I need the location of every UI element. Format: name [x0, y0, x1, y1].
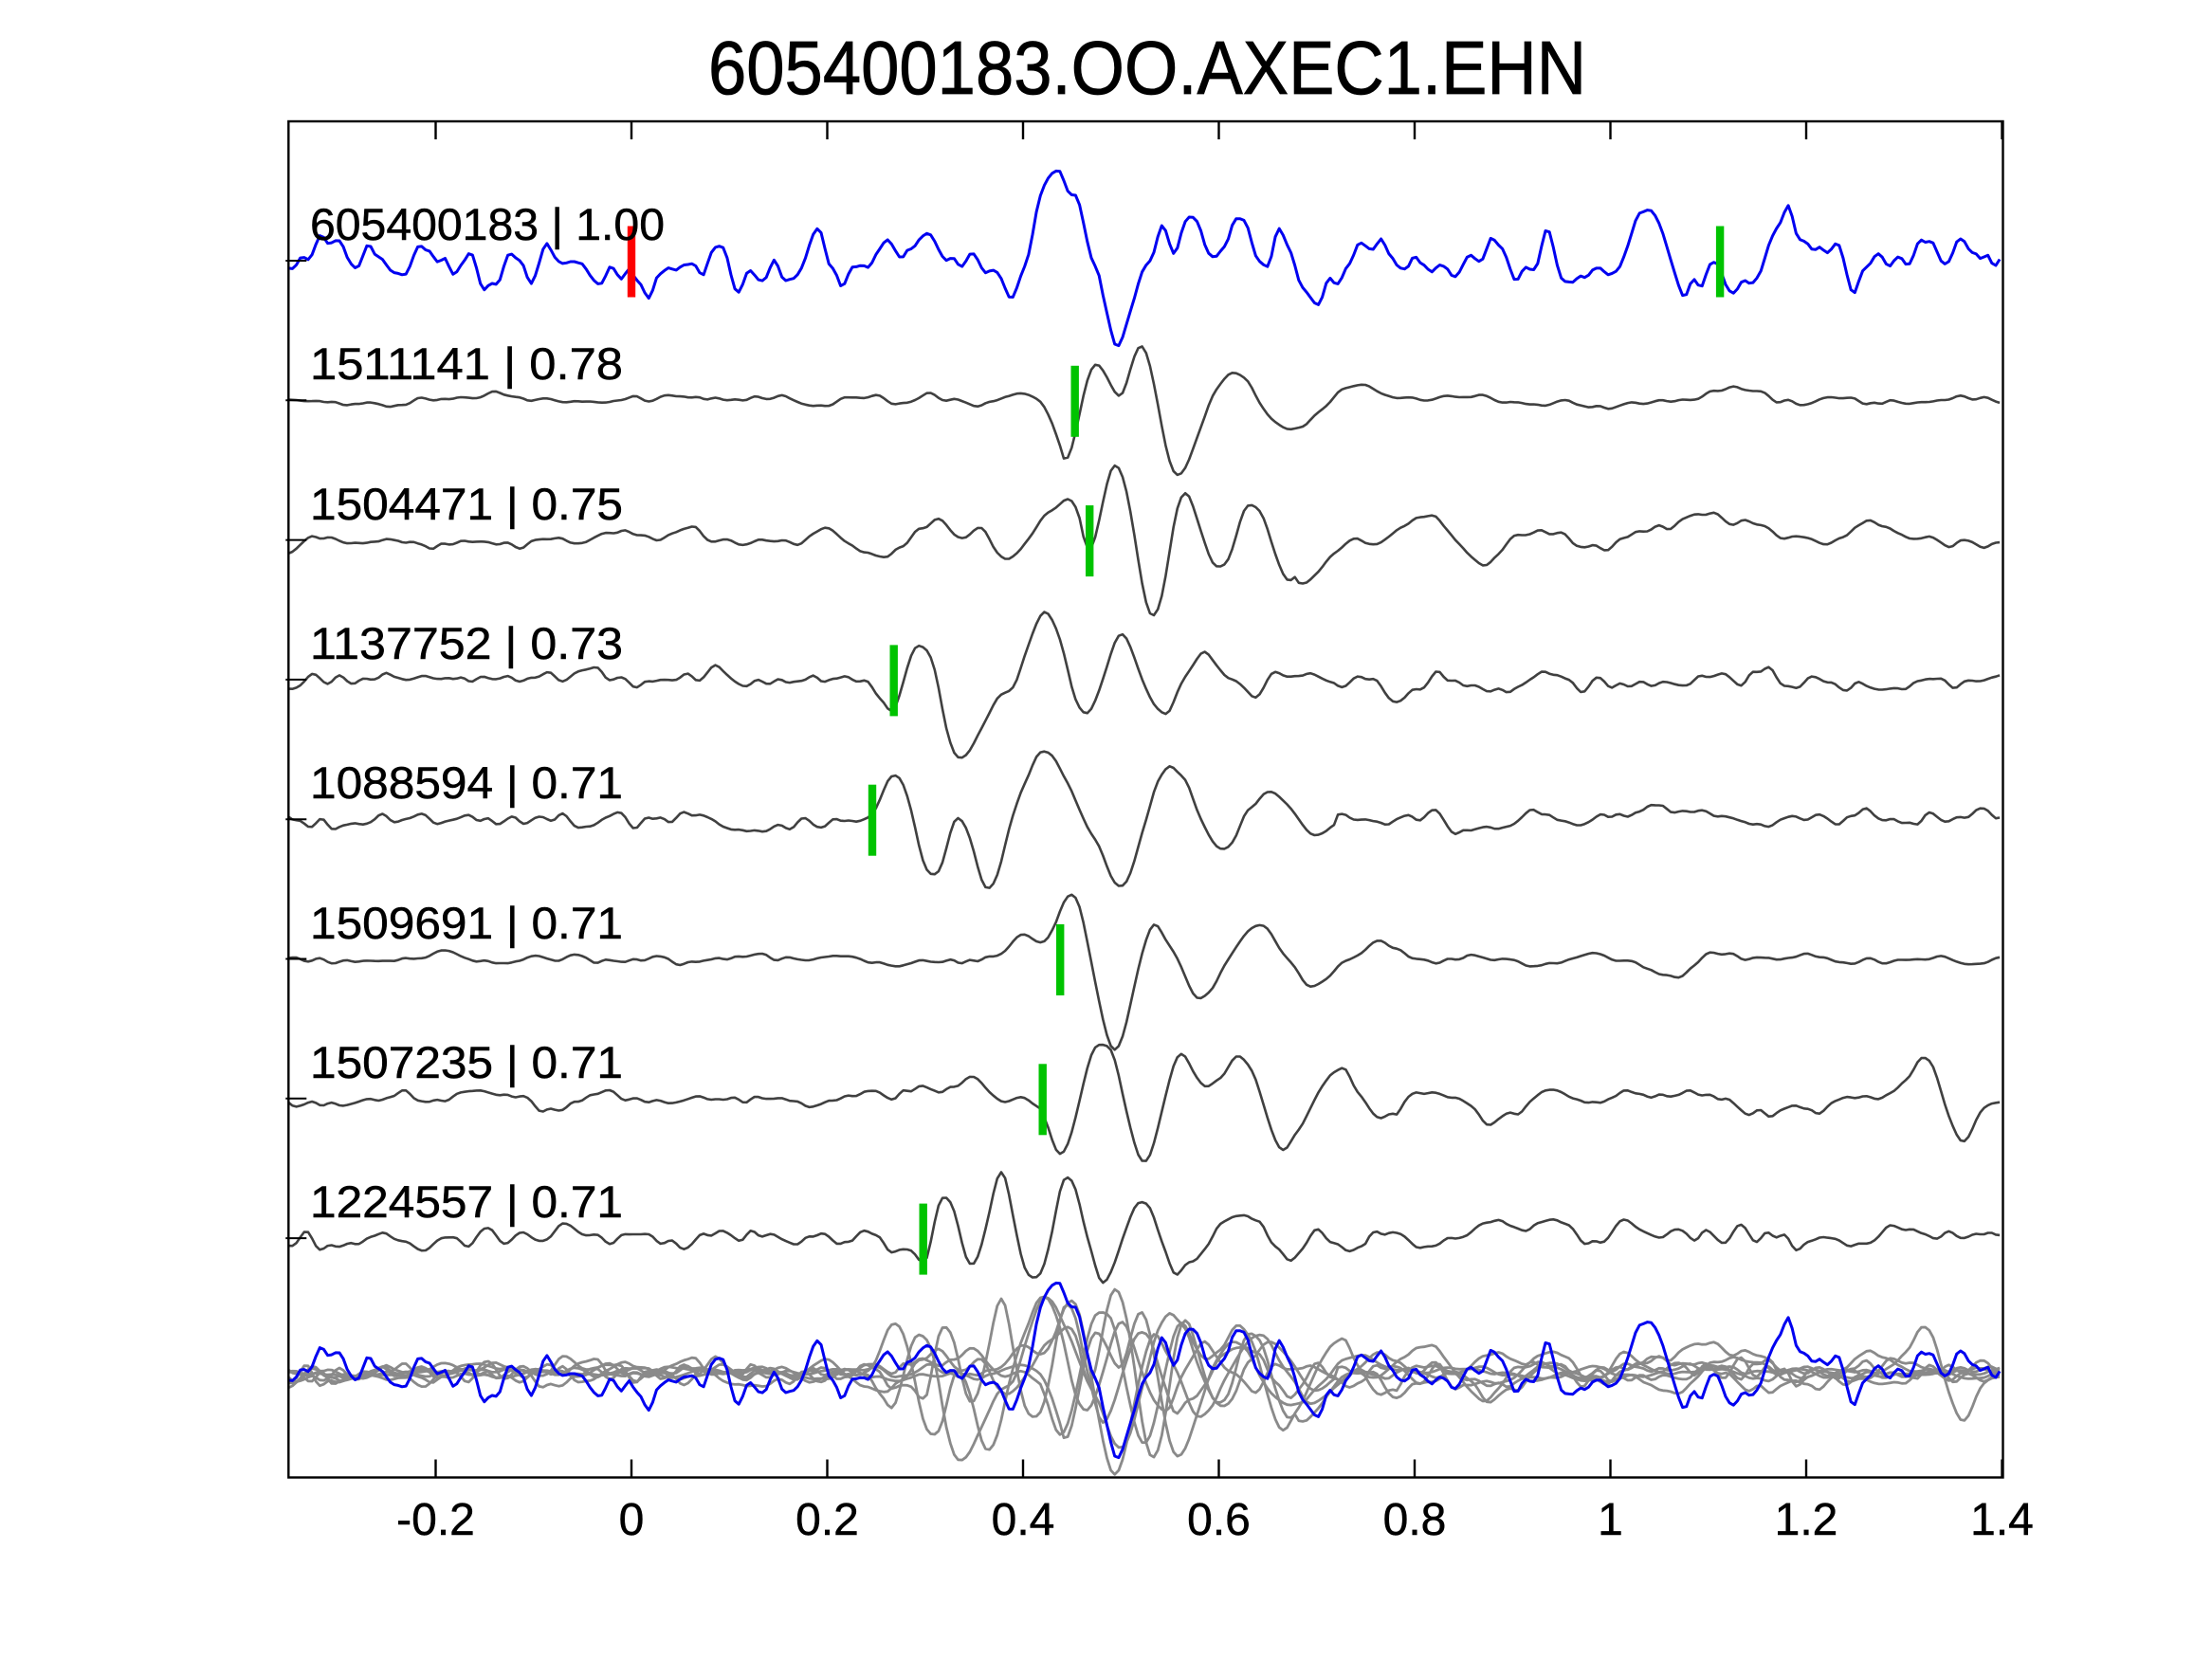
svg-text:605400183.OO.AXEC1.EHN: 605400183.OO.AXEC1.EHN	[708, 26, 1586, 110]
svg-text:1224557 | 0.71: 1224557 | 0.71	[310, 1176, 623, 1227]
svg-text:1504471 | 0.75: 1504471 | 0.75	[310, 479, 623, 529]
svg-text:1: 1	[1598, 1495, 1623, 1545]
svg-text:0.2: 0.2	[795, 1495, 859, 1545]
svg-text:1088594 | 0.71: 1088594 | 0.71	[310, 757, 623, 808]
svg-text:1509691 | 0.71: 1509691 | 0.71	[310, 898, 623, 948]
svg-text:0.4: 0.4	[992, 1495, 1055, 1545]
svg-text:1511141 | 0.78: 1511141 | 0.78	[310, 338, 623, 389]
svg-text:605400183 | 1.00: 605400183 | 1.00	[310, 199, 665, 249]
svg-text:0.8: 0.8	[1383, 1495, 1447, 1545]
svg-text:1137752 | 0.73: 1137752 | 0.73	[310, 618, 623, 668]
svg-text:-0.2: -0.2	[396, 1495, 475, 1545]
svg-text:0: 0	[619, 1495, 645, 1545]
svg-text:1.4: 1.4	[1970, 1495, 2034, 1545]
svg-text:0.6: 0.6	[1187, 1495, 1251, 1545]
svg-text:1.2: 1.2	[1775, 1495, 1838, 1545]
svg-text:1507235 | 0.71: 1507235 | 0.71	[310, 1037, 623, 1087]
